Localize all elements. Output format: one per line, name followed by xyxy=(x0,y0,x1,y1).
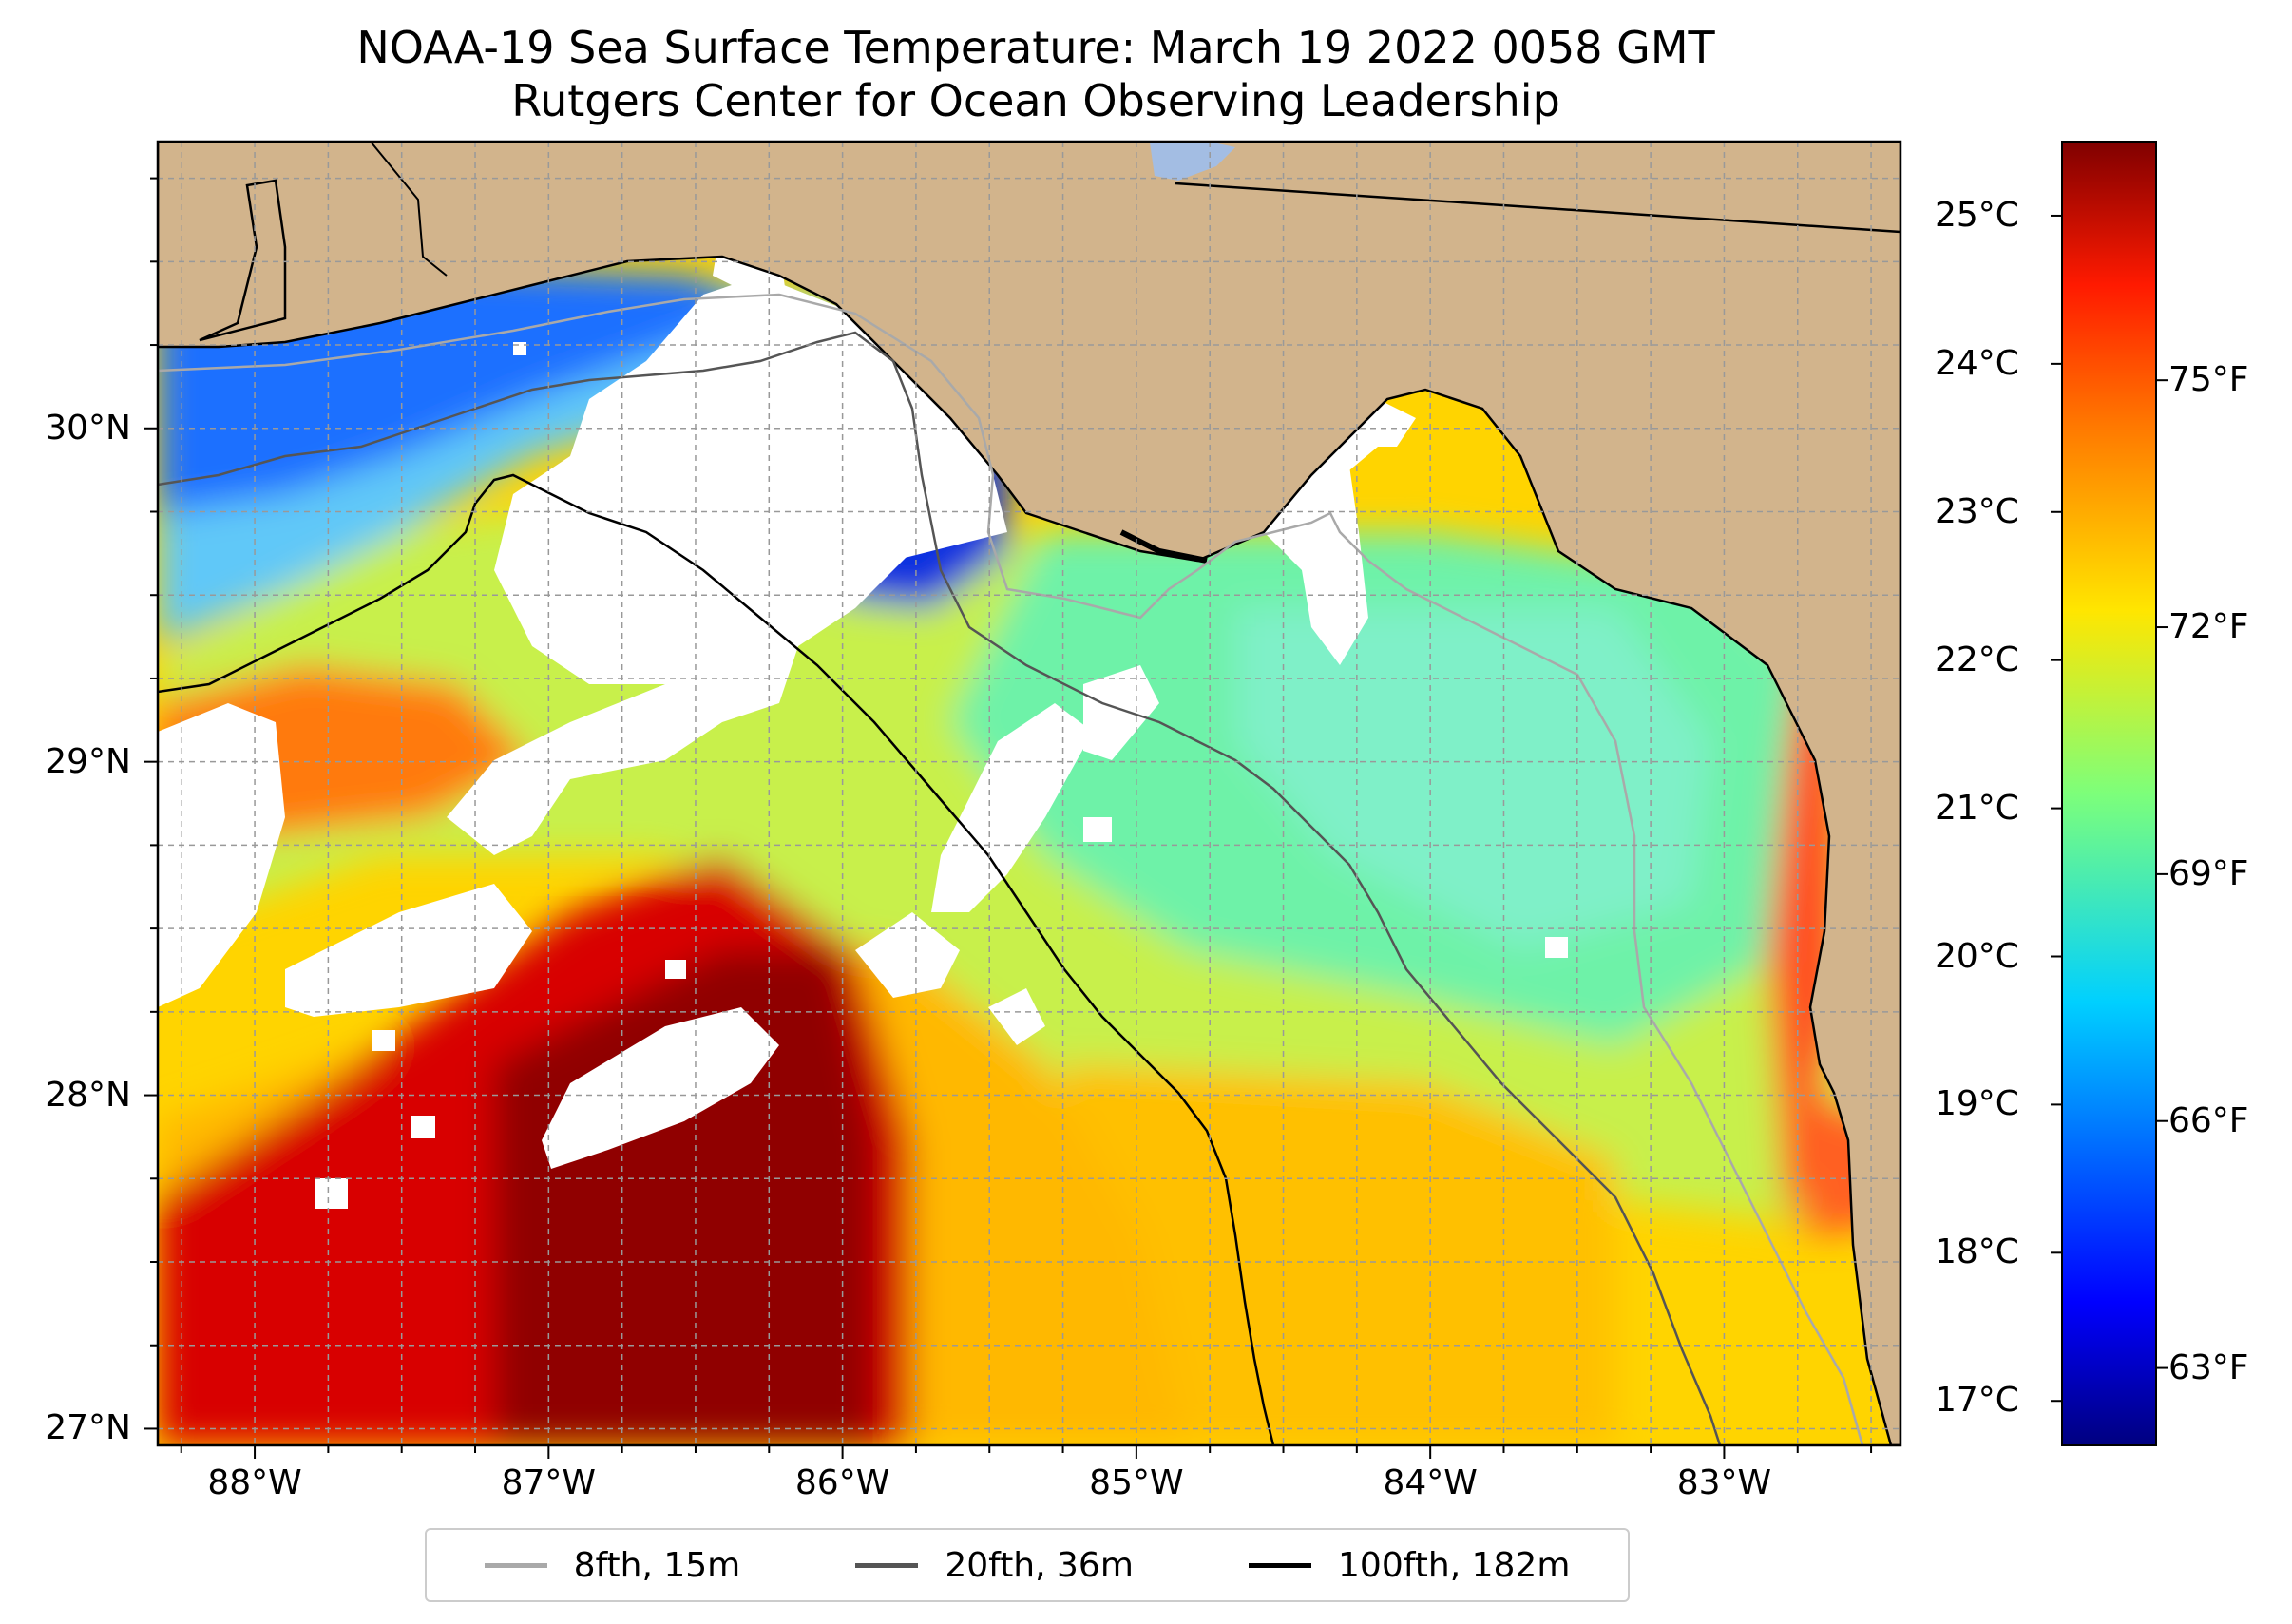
land xyxy=(158,142,1900,1445)
legend-label: 20fth, 36m xyxy=(945,1545,1134,1585)
axis-ticks xyxy=(144,177,1873,1459)
state-border xyxy=(1175,182,1900,234)
celsius-tick-label: 21°C xyxy=(1935,788,2019,828)
legend-swatch xyxy=(1249,1562,1312,1568)
legend-item: 8fth, 15m xyxy=(484,1545,741,1585)
colorbar-ticks xyxy=(2051,214,2168,1403)
contour-20fth xyxy=(158,331,1722,1445)
legend-label: 100fth, 182m xyxy=(1338,1545,1571,1585)
legend-swatch xyxy=(484,1562,547,1568)
celsius-tick-label: 22°C xyxy=(1935,640,2019,679)
lon-tick-label: 88°W xyxy=(207,1463,302,1502)
fahrenheit-tick-label: 66°F xyxy=(2168,1100,2249,1140)
legend-label: 8fth, 15m xyxy=(573,1545,741,1585)
celsius-tick-label: 23°C xyxy=(1935,491,2019,531)
map-frame xyxy=(156,140,1902,1447)
fahrenheit-tick-label: 63°F xyxy=(2168,1347,2249,1387)
lat-tick-label: 30°N xyxy=(45,408,131,448)
colorbar xyxy=(2061,141,2157,1446)
celsius-tick-label: 17°C xyxy=(1935,1381,2019,1421)
legend-item: 100fth, 182m xyxy=(1249,1546,1570,1585)
lon-tick-label: 84°W xyxy=(1383,1463,1478,1502)
figure-title: NOAA-19 Sea Surface Temperature: March 1… xyxy=(356,22,1715,73)
lat-tick-label: 29°N xyxy=(45,741,131,781)
legend-swatch xyxy=(855,1562,919,1568)
celsius-tick-label: 25°C xyxy=(1935,195,2019,235)
fahrenheit-tick-label: 75°F xyxy=(2168,360,2249,400)
celsius-tick-label: 20°C xyxy=(1935,936,2019,976)
lon-tick-label: 87°W xyxy=(501,1463,597,1502)
lon-tick-label: 83°W xyxy=(1676,1463,1772,1502)
contour-8fth xyxy=(158,293,1864,1445)
celsius-tick-label: 24°C xyxy=(1935,343,2019,383)
state-border-west xyxy=(370,142,448,277)
celsius-tick-label: 18°C xyxy=(1935,1232,2019,1272)
lon-tick-label: 86°W xyxy=(794,1463,890,1502)
lat-tick-label: 28°N xyxy=(45,1075,131,1115)
fahrenheit-tick-label: 72°F xyxy=(2168,607,2249,647)
depth-legend: 8fth, 15m 20fth, 36m 100fth, 182m xyxy=(425,1528,1630,1602)
celsius-tick-label: 19°C xyxy=(1935,1084,2019,1124)
lake xyxy=(1150,142,1235,181)
figure-subtitle: Rutgers Center for Ocean Observing Leade… xyxy=(511,75,1560,126)
lon-tick-label: 85°W xyxy=(1089,1463,1184,1502)
gridlines xyxy=(158,142,1900,1445)
island-barrier xyxy=(1119,529,1208,564)
map-plot-area xyxy=(158,142,1900,1445)
fahrenheit-tick-label: 69°F xyxy=(2168,853,2249,893)
sst-field-patches xyxy=(158,181,1900,1445)
lat-tick-label: 27°N xyxy=(45,1408,131,1448)
legend-item: 20fth, 36m xyxy=(855,1546,1134,1585)
